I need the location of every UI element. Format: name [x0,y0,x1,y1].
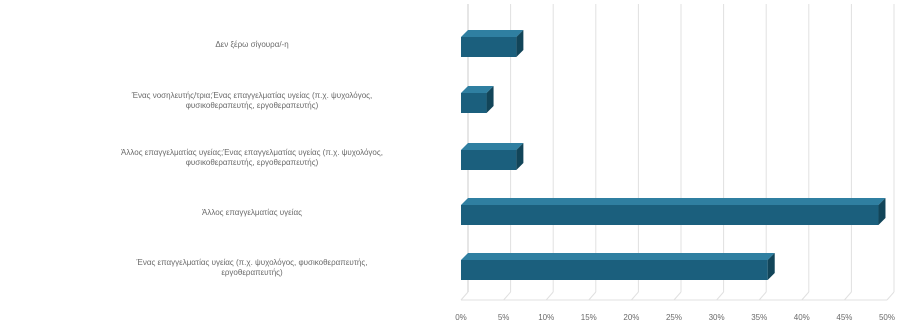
bar-top [461,253,775,260]
x-tick-label: 45% [836,313,852,322]
bar-front [461,260,768,280]
x-tick-label: 5% [498,313,510,322]
gridline-floor [460,291,469,301]
gridline-floor [758,291,767,301]
category-label-layer: Δεν ξέρω σίγουρα/-η Ένας νοσηλευτής/τρια;… [121,40,383,277]
category-label: Ένας νοσηλευτής/τρια;Ένας επαγγελματίας … [131,91,372,110]
bar-front [461,150,517,170]
bar-side [767,253,775,280]
category-label: Ένας επαγγελματίας υγείας (π.χ. ψυχολόγο… [136,258,368,277]
bar-side [486,86,494,113]
category-label: Άλλος επαγγελματίας υγείας [202,208,302,217]
bar-side [516,30,524,57]
gridline-floor [886,291,895,301]
x-tick-label: 50% [879,313,895,322]
bar [461,86,494,113]
x-tick-label: 40% [794,313,810,322]
x-axis-tick-layer: 0% 5% 10% 15% 20% 25% 30% 35% 40% 45% 50% [455,313,895,322]
category-label: Άλλος επαγγελματίας υγείας;Ένας επαγγελμ… [121,148,383,167]
x-tick-label: 0% [455,313,467,322]
bar-side [878,198,886,225]
x-tick-label: 35% [751,313,767,322]
gridline-floor [844,291,852,301]
bar-top [461,30,524,37]
bar-side [516,143,524,170]
gridline-floor [716,291,724,301]
gridline-floor [545,291,554,301]
bar-front [461,37,517,57]
bar-layer [461,30,886,280]
x-tick-label: 15% [581,313,597,322]
gridline-floor [673,291,682,301]
category-label: Δεν ξέρω σίγουρα/-η [215,40,288,49]
bar-top [461,86,494,93]
bar-front [461,205,879,225]
x-tick-label: 10% [538,313,554,322]
bar [461,198,886,225]
gridline-floor [588,291,597,301]
bar [461,30,524,57]
gridline-floor [503,291,511,301]
bar [461,253,775,280]
x-tick-label: 20% [623,313,639,322]
bar [461,143,524,170]
gridline-floor [801,291,810,301]
gridline-floor [631,291,639,301]
bar-top [461,143,524,150]
x-tick-label: 30% [709,313,725,322]
x-tick-label: 25% [666,313,682,322]
bar-front [461,93,487,113]
bar-top [461,198,886,205]
